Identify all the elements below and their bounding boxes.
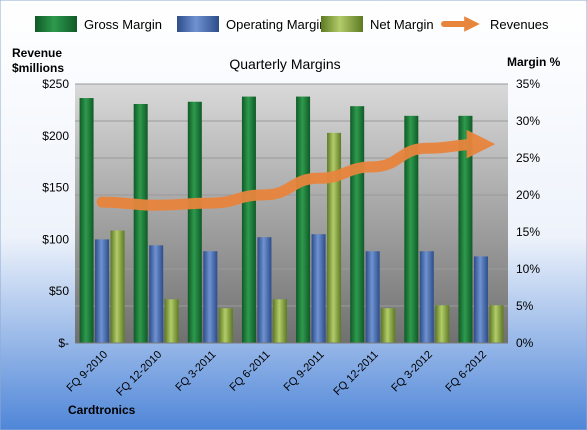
right-tick-label: 10%: [516, 262, 540, 276]
left-tick-label: $200: [42, 129, 69, 143]
left-tick-label: $-: [58, 336, 69, 350]
left-tick-label: $250: [42, 77, 69, 91]
legend-swatch-gross-margin: [35, 16, 77, 32]
right-tick-label: 35%: [516, 77, 540, 91]
legend-label-gross-margin: Gross Margin: [84, 17, 162, 32]
left-tick-label: $50: [49, 284, 69, 298]
net-margin-bar: [327, 132, 342, 343]
gross-margin-bar: [79, 98, 94, 343]
left-tick-label: $100: [42, 232, 69, 246]
gross-margin-bar: [187, 101, 202, 343]
chart-title: Quarterly Margins: [229, 56, 340, 72]
net-margin-bar: [435, 305, 450, 343]
operating-margin-bar: [149, 245, 164, 343]
net-margin-bar: [164, 299, 179, 343]
right-tick-label: 15%: [516, 225, 540, 239]
right-axis-label: Margin %: [507, 55, 561, 69]
net-margin-bar: [489, 305, 504, 343]
right-tick-label: 20%: [516, 188, 540, 202]
right-tick-label: 30%: [516, 114, 540, 128]
legend-swatch-operating-margin: [177, 16, 219, 32]
gross-margin-bar: [404, 115, 419, 343]
operating-margin-bar: [473, 256, 488, 343]
right-tick-label: 25%: [516, 151, 540, 165]
operating-margin-bar: [365, 251, 380, 343]
legend-label-operating-margin: Operating Margin: [226, 17, 326, 32]
gross-margin-bar: [458, 115, 473, 343]
legend: Gross Margin Operating Margin Net Margin…: [35, 16, 549, 32]
right-tick-label: 0%: [516, 336, 534, 350]
net-margin-bar: [218, 308, 233, 343]
left-axis-label-line1: Revenue: [12, 46, 62, 60]
gross-margin-bar: [241, 96, 256, 343]
left-axis-label-line2: $millions: [12, 61, 64, 75]
gross-margin-bar: [133, 103, 148, 343]
gross-margin-bar: [296, 96, 311, 343]
legend-label-net-margin: Net Margin: [370, 17, 434, 32]
company-label: Cardtronics: [68, 403, 136, 417]
operating-margin-bar: [203, 251, 218, 343]
operating-margin-bar: [311, 234, 326, 343]
right-tick-label: 5%: [516, 299, 534, 313]
net-margin-bar: [110, 230, 125, 343]
operating-margin-bar: [257, 237, 272, 343]
operating-margin-bar: [95, 239, 110, 343]
net-margin-bar: [381, 308, 396, 343]
operating-margin-bar: [419, 251, 434, 343]
revenue-line-layer: [96, 129, 496, 211]
gross-margin-bar: [350, 106, 365, 343]
net-margin-bar: [272, 299, 287, 343]
legend-swatch-net-margin: [321, 16, 363, 32]
left-tick-label: $150: [42, 181, 69, 195]
bars: [79, 96, 504, 343]
revenues-line: [96, 129, 496, 211]
legend-label-revenues: Revenues: [490, 17, 549, 32]
